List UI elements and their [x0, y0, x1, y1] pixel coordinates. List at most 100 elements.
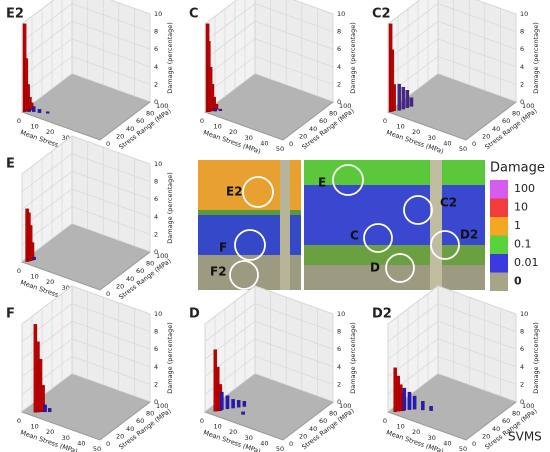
- grid-line: [387, 0, 517, 25]
- x-tick-label: 30: [62, 434, 70, 442]
- bar-3d: [393, 367, 397, 412]
- legend-swatch: [490, 180, 508, 199]
- marker-circle: [430, 230, 460, 260]
- legend-label: 100: [514, 182, 535, 195]
- x-tick-label: 40: [260, 439, 268, 447]
- y-tick-label: 100: [156, 102, 168, 110]
- panel-label: C: [189, 7, 199, 22]
- region: [430, 160, 442, 290]
- legend-title: Damage: [490, 161, 545, 176]
- panel-label: D2: [372, 307, 392, 322]
- z-tick-label: 8: [520, 28, 524, 36]
- marker-circle: [385, 253, 415, 283]
- y-tick-label: 0: [289, 440, 293, 448]
- bar-3d: [409, 97, 414, 107]
- z-tick-label: 6: [520, 345, 524, 353]
- x-tick-label: 30: [245, 434, 253, 442]
- x-tick-label: 20: [46, 278, 54, 286]
- y-tick-label: 20: [116, 432, 124, 440]
- x-tick-label: 50: [93, 445, 101, 452]
- y-tick-label: 20: [299, 132, 307, 140]
- marker-circle: [332, 164, 364, 196]
- image-label: F2: [210, 265, 227, 279]
- image-label: F: [219, 241, 227, 255]
- z-tick-label: 4: [154, 63, 158, 71]
- y-tick-label: 20: [116, 132, 124, 140]
- x-tick-label: 20: [46, 128, 54, 136]
- legend-swatch: [490, 235, 508, 254]
- z-axis-label: Damage (percentage): [349, 322, 357, 394]
- grid-line: [21, 0, 151, 25]
- y-tick-label: 60: [136, 117, 144, 125]
- z-axis-label: Damage (percentage): [166, 172, 174, 244]
- z-tick-label: 10: [154, 160, 162, 168]
- z-tick-label: 2: [154, 230, 158, 238]
- z-tick-label: 8: [337, 328, 341, 336]
- bar-3d: [402, 387, 407, 411]
- y-tick-label: 20: [482, 432, 490, 440]
- z-tick-label: 6: [154, 345, 158, 353]
- y-tick-label: 60: [319, 117, 327, 125]
- panel-label: D: [189, 307, 200, 322]
- x-tick-label: 10: [396, 123, 404, 131]
- z-tick-label: 0: [520, 398, 524, 406]
- bar-3d: [32, 106, 36, 112]
- panel-label: E: [6, 157, 15, 172]
- z-tick-label: 6: [154, 45, 158, 53]
- y-tick-label: 20: [116, 282, 124, 290]
- z-axis-label: Damage (percentage): [166, 22, 174, 94]
- legend-label: 0: [514, 275, 522, 288]
- bar-3d: [225, 395, 230, 410]
- model-image: E2 F F2 E C C2 D2 D: [198, 160, 485, 290]
- z-tick-label: 8: [337, 28, 341, 36]
- x-tick-label: 50: [276, 445, 284, 452]
- image-label: E: [318, 176, 326, 190]
- legend-swatch: [490, 217, 508, 236]
- legend-label: 0.1: [514, 238, 532, 251]
- z-tick-label: 8: [154, 328, 158, 336]
- bar-3d: [242, 401, 247, 407]
- region: [304, 160, 485, 185]
- image-label: D: [370, 261, 380, 275]
- z-tick-label: 2: [337, 80, 341, 88]
- legend-label: 0.01: [514, 256, 539, 269]
- y-tick-label: 80: [146, 410, 154, 418]
- y-tick-label: 60: [502, 117, 510, 125]
- y-tick-label: 40: [126, 425, 134, 433]
- region: [304, 185, 485, 245]
- z-tick-label: 2: [520, 380, 524, 388]
- x-tick-label: 0: [17, 417, 21, 425]
- x-tick-label: 20: [412, 428, 420, 436]
- marker-circle: [242, 176, 274, 208]
- z-tick-label: 10: [520, 10, 528, 18]
- z-tick-label: 2: [520, 80, 524, 88]
- bar-3d: [47, 408, 52, 413]
- x-tick-label: 0: [383, 417, 387, 425]
- bar-3d: [397, 83, 401, 111]
- x-tick-label: 20: [229, 428, 237, 436]
- bar-3d: [392, 84, 396, 111]
- z-tick-label: 8: [154, 28, 158, 36]
- bar-3d: [32, 256, 36, 260]
- y-tick-label: 100: [156, 402, 168, 410]
- x-tick-label: 10: [396, 423, 404, 431]
- legend-label: 10: [514, 201, 528, 214]
- z-tick-label: 8: [520, 328, 524, 336]
- y-tick-label: 60: [502, 417, 510, 425]
- bar-3d: [218, 108, 223, 111]
- z-axis-label: Damage (percentage): [166, 322, 174, 394]
- z-axis-label: Damage (percentage): [349, 22, 357, 94]
- y-tick-label: 20: [482, 132, 490, 140]
- y-tick-label: 60: [136, 417, 144, 425]
- z-tick-label: 4: [337, 363, 341, 371]
- bar-3d: [231, 399, 235, 409]
- x-tick-label: 20: [229, 128, 237, 136]
- z-tick-label: 10: [154, 310, 162, 318]
- marker-circle: [363, 223, 393, 253]
- z-tick-label: 0: [337, 98, 341, 106]
- x-tick-label: 40: [443, 439, 451, 447]
